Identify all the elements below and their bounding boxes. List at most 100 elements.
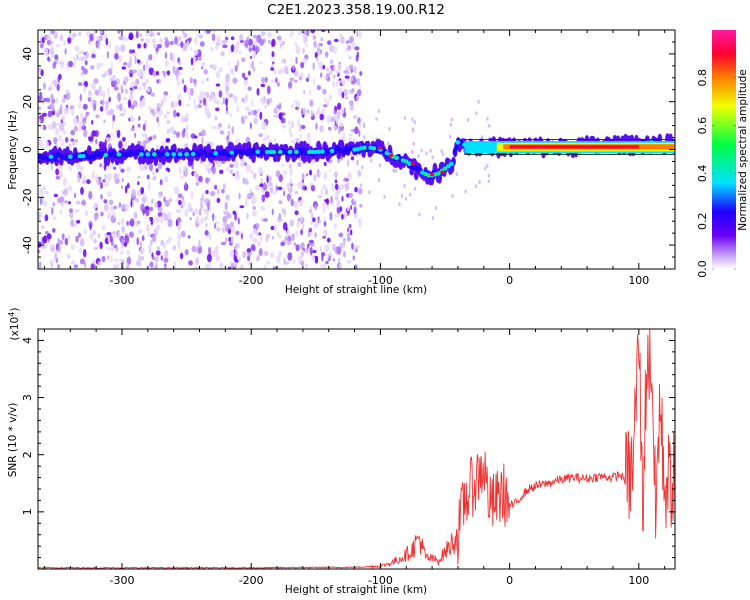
noise-speck [487, 179, 490, 184]
noise-speck [180, 230, 186, 238]
noise-speck [216, 70, 221, 79]
trace-core [436, 172, 441, 175]
trace-band [452, 149, 457, 155]
noise-speck [68, 208, 74, 214]
trace-core [433, 172, 437, 176]
noise-speck [253, 172, 257, 180]
noise-speck [298, 157, 302, 162]
noise-speck [260, 31, 266, 36]
noise-speck [79, 238, 85, 247]
noise-speck [316, 56, 319, 62]
noise-speck [254, 230, 260, 236]
noise-speck [294, 42, 298, 48]
noise-speck [252, 66, 256, 72]
noise-speck [118, 55, 123, 63]
noise-speck [250, 169, 254, 175]
noise-speck [225, 73, 231, 82]
noise-speck [395, 168, 398, 173]
noise-speck [85, 31, 91, 37]
noise-speck [180, 205, 183, 209]
noise-speck [412, 128, 415, 133]
noise-speck [145, 224, 151, 233]
noise-speck [289, 167, 293, 176]
noise-speck [136, 260, 140, 266]
noise-speck [68, 201, 71, 205]
noise-speck [101, 98, 105, 107]
noise-speck [260, 206, 265, 211]
noise-speck [220, 51, 225, 57]
noise-speck [297, 162, 302, 167]
noise-speck [311, 255, 315, 261]
noise-speck [269, 175, 272, 183]
noise-speck [157, 212, 163, 217]
noise-speck [215, 45, 218, 51]
trace-hotspot [378, 146, 383, 150]
noise-speck [249, 122, 252, 130]
noise-speck [118, 35, 124, 41]
noise-speck [299, 123, 302, 133]
noise-speck [259, 61, 263, 65]
noise-speck [50, 164, 53, 171]
spectrogram-x-label: Height of straight line (km) [285, 284, 427, 296]
noise-speck [81, 199, 87, 206]
noise-speck [251, 99, 254, 108]
noise-speck [252, 210, 258, 217]
noise-speck [93, 246, 99, 251]
noise-speck [38, 118, 41, 123]
noise-speck [295, 56, 298, 65]
noise-speck [252, 205, 256, 210]
noise-speck [99, 163, 103, 168]
noise-speck [90, 99, 94, 108]
noise-speck [172, 245, 176, 251]
noise-speck [163, 114, 168, 119]
noise-speck [154, 202, 158, 208]
noise-speck [90, 263, 96, 269]
noise-speck [359, 203, 363, 208]
noise-speck [246, 248, 252, 253]
noise-speck [77, 120, 83, 126]
noise-speck [106, 246, 112, 251]
trace-core [171, 152, 177, 157]
noise-speck [154, 256, 159, 263]
noise-speck [61, 233, 65, 241]
noise-speck [368, 190, 371, 195]
noise-speck [343, 177, 348, 182]
trace-core [445, 164, 451, 169]
x-tick-label: -200 [239, 574, 264, 587]
noise-speck [88, 133, 92, 137]
noise-speck [323, 229, 327, 237]
noise-speck [353, 66, 357, 74]
noise-speck [42, 200, 48, 207]
trace-band [454, 145, 459, 151]
noise-speck [94, 89, 100, 96]
noise-speck [352, 255, 355, 261]
noise-speck [350, 156, 355, 161]
noise-speck [187, 202, 192, 211]
noise-speck [320, 30, 326, 33]
noise-speck [127, 182, 130, 189]
noise-speck [114, 258, 118, 263]
noise-speck [122, 35, 126, 42]
noise-speck [276, 231, 280, 238]
noise-speck [226, 87, 229, 96]
noise-speck [259, 111, 263, 120]
noise-speck [329, 212, 333, 221]
noise-speck [84, 261, 87, 269]
noise-speck [293, 242, 297, 247]
noise-speck [63, 200, 69, 204]
noise-speck [207, 202, 210, 211]
noise-speck [82, 56, 85, 62]
noise-speck [350, 76, 354, 82]
noise-speck [300, 260, 305, 266]
noise-speck [156, 200, 162, 208]
noise-speck [164, 37, 169, 41]
noise-speck [337, 158, 341, 164]
noise-speck [232, 95, 238, 102]
noise-speck [302, 247, 306, 252]
noise-speck [287, 252, 293, 261]
trace-core [455, 140, 461, 145]
noise-speck [306, 30, 310, 37]
noise-speck [139, 241, 142, 247]
noise-speck [58, 170, 64, 179]
noise-speck [262, 182, 268, 191]
